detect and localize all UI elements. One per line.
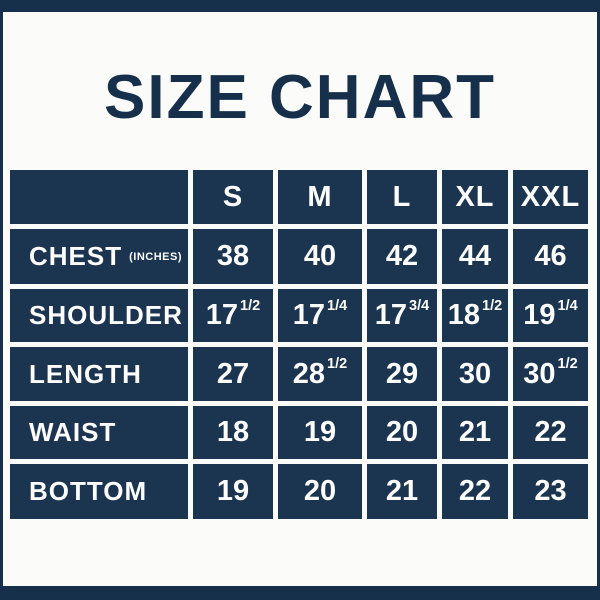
- cell-value: 19: [216, 475, 250, 507]
- cell-length-xxl: 30 1/2: [513, 347, 588, 401]
- cell-bottom-l: 21: [367, 464, 437, 519]
- row-label-shoulder: SHOULDER: [10, 289, 188, 342]
- row-label-text: CHEST: [29, 241, 123, 271]
- cell-value: 19: [303, 416, 337, 448]
- cell-waist-s: 18: [193, 406, 273, 459]
- cell-value: 27: [216, 357, 250, 390]
- cell-fraction: 1/2: [482, 298, 503, 314]
- row-label-chest: CHEST (INCHES): [10, 229, 188, 284]
- cell-value: 22: [534, 416, 567, 448]
- row-label-bottom: BOTTOM: [10, 464, 188, 519]
- cell-bottom-xxl: 23: [513, 464, 588, 519]
- cell-shoulder-m: 17 1/4: [278, 289, 362, 342]
- cell-chest-s: 38: [193, 229, 273, 284]
- cell-chest-l: 42: [367, 229, 437, 284]
- cell-fraction: 1/4: [327, 298, 348, 314]
- cell-value: 20: [385, 416, 419, 448]
- cell-length-s: 27: [193, 347, 273, 401]
- cell-waist-xl: 21: [442, 406, 508, 459]
- cell-value: 18: [447, 299, 481, 331]
- cell-shoulder-xxl: 19 1/4: [513, 289, 588, 342]
- row-label-text: LENGTH: [29, 358, 142, 389]
- col-header-s: S: [193, 170, 273, 224]
- cell-shoulder-s: 17 1/2: [193, 289, 273, 342]
- cell-value: 17: [292, 299, 326, 331]
- cell-value: 44: [458, 240, 492, 272]
- cell-fraction: 3/4: [409, 298, 430, 314]
- cell-value: 21: [385, 475, 419, 507]
- cell-value: 17: [374, 299, 408, 331]
- col-header-l: L: [367, 170, 437, 224]
- cell-chest-m: 40: [278, 229, 362, 284]
- cell-value: 42: [385, 240, 419, 272]
- cell-value: 40: [303, 240, 337, 272]
- col-header-m: M: [278, 170, 362, 224]
- cell-value: 17: [205, 299, 239, 331]
- row-label-waist: WAIST: [10, 406, 188, 459]
- row-sublabel-inches: (INCHES): [129, 250, 183, 263]
- row-label-length: LENGTH: [10, 347, 188, 401]
- cell-bottom-m: 20: [278, 464, 362, 519]
- cell-waist-l: 20: [367, 406, 437, 459]
- row-label-text: BOTTOM: [29, 476, 148, 506]
- cell-value: 23: [534, 475, 567, 507]
- cell-bottom-s: 19: [193, 464, 273, 519]
- col-header-xl: XL: [442, 170, 508, 224]
- cell-fraction: 1/4: [557, 298, 578, 314]
- corner-cell: [10, 170, 188, 224]
- cell-bottom-xl: 22: [442, 464, 508, 519]
- cell-shoulder-xl: 18 1/2: [442, 289, 508, 342]
- cell-value: 30: [523, 357, 556, 390]
- cell-waist-xxl: 22: [513, 406, 588, 459]
- cell-value: 46: [534, 240, 567, 272]
- cell-value: 20: [303, 475, 337, 507]
- row-label-text: SHOULDER: [29, 300, 183, 330]
- row-label-text: WAIST: [29, 417, 117, 447]
- col-header-xxl: XXL: [513, 170, 588, 224]
- cell-shoulder-l: 17 3/4: [367, 289, 437, 342]
- cell-chest-xl: 44: [442, 229, 508, 284]
- cell-value: 30: [458, 357, 492, 390]
- cell-waist-m: 19: [278, 406, 362, 459]
- cell-value: 28: [292, 357, 326, 390]
- cell-length-m: 28 1/2: [278, 347, 362, 401]
- cell-value: 19: [523, 299, 556, 331]
- cell-value: 21: [458, 416, 492, 448]
- cell-length-xl: 30: [442, 347, 508, 401]
- cell-fraction: 1/2: [557, 356, 578, 372]
- cell-length-l: 29: [367, 347, 437, 401]
- page-title: SIZE CHART: [104, 63, 496, 132]
- cell-value: 22: [458, 475, 492, 507]
- cell-chest-xxl: 46: [513, 229, 588, 284]
- size-table: S M L XL XXL CHEST (INCHES) 38 40 42 44 …: [10, 170, 590, 519]
- cell-fraction: 1/2: [240, 298, 261, 314]
- cell-value: 18: [216, 416, 250, 448]
- cell-fraction: 1/2: [327, 356, 348, 372]
- cell-value: 29: [385, 357, 419, 390]
- cell-value: 38: [216, 240, 250, 272]
